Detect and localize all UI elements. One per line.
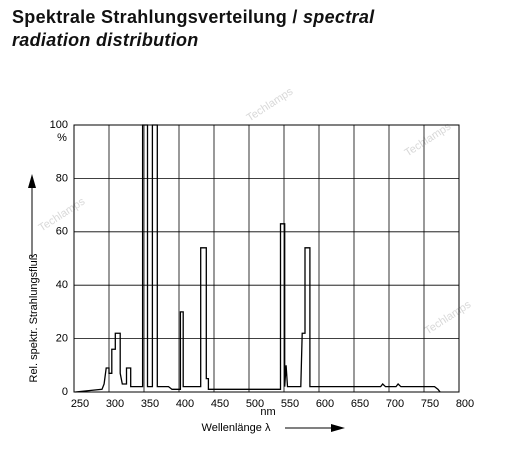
x-tick-label: 350 [141, 398, 159, 410]
x-tick-label: 700 [386, 398, 404, 410]
watermark: Techlamps [423, 298, 474, 337]
x-label: Wellenlänge λ [202, 422, 271, 434]
x-tick-label: 600 [316, 398, 334, 410]
spectrum-line [75, 124, 441, 393]
x-tick-label: 450 [211, 398, 229, 410]
x-tick-label: 750 [421, 398, 439, 410]
y-arrow-head [28, 174, 36, 188]
x-tick-label: 300 [106, 398, 124, 410]
x-unit: nm [260, 406, 275, 418]
x-tick-label: 650 [351, 398, 369, 410]
x-tick-label: 800 [456, 398, 474, 410]
x-tick-label: 500 [246, 398, 264, 410]
plot-frame [73, 124, 460, 393]
x-tick-label: 550 [281, 398, 299, 410]
watermark: Techlamps [403, 120, 454, 159]
y-tick-label: 60 [56, 226, 68, 238]
x-arrow-head [331, 424, 345, 432]
y-tick-label: 40 [56, 279, 68, 291]
title-en: spectral radiation distribution [12, 7, 375, 50]
y-label: Rel. spektr. Strahlungsfluß [28, 253, 40, 382]
x-tick-label: 250 [71, 398, 89, 410]
watermark: Techlamps [245, 85, 296, 124]
title: Spektrale Strahlungsverteilung / spectra… [12, 6, 412, 52]
x-tick-label: 400 [176, 398, 194, 410]
y-tick-label: 0 [62, 386, 68, 398]
y-tick-label: 20 [56, 333, 68, 345]
title-de: Spektrale Strahlungsverteilung / [12, 7, 298, 27]
y-tick-label: 100 [50, 119, 68, 131]
y-unit: % [57, 132, 67, 144]
y-tick-label: 80 [56, 172, 68, 184]
